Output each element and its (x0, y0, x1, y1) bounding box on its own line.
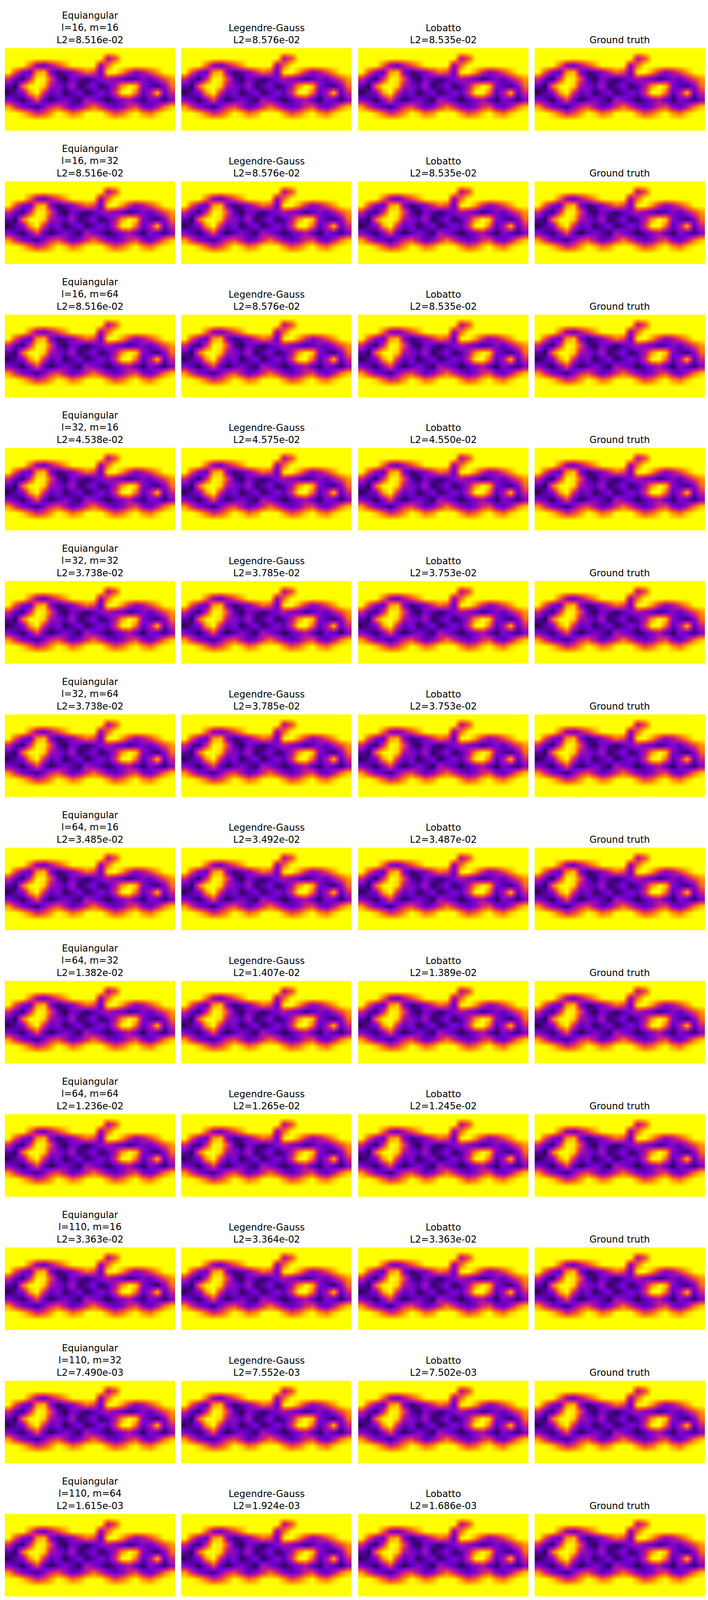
svg-text:LobattoL2=8.535e-02: LobattoL2=8.535e-02 (409, 155, 477, 179)
svg-text:Legendre-GaussL2=1.265e-02: Legendre-GaussL2=1.265e-02 (228, 1088, 305, 1112)
svg-text:LobattoL2=1.389e-02: LobattoL2=1.389e-02 (409, 955, 477, 979)
svg-text:Ground truth: Ground truth (589, 167, 651, 179)
svg-text:Equiangularl=64, m=16L2=3.485e: Equiangularl=64, m=16L2=3.485e-02 (56, 809, 124, 845)
svg-text:Ground truth: Ground truth (589, 1366, 651, 1378)
svg-text:Ground truth: Ground truth (589, 1500, 651, 1511)
svg-text:Legendre-GaussL2=1.407e-02: Legendre-GaussL2=1.407e-02 (228, 955, 305, 979)
svg-text:Equiangularl=110, m=16L2=3.363: Equiangularl=110, m=16L2=3.363e-02 (56, 1209, 124, 1245)
svg-text:Equiangularl=16, m=32L2=8.516e: Equiangularl=16, m=32L2=8.516e-02 (56, 143, 124, 179)
svg-text:LobattoL2=3.363e-02: LobattoL2=3.363e-02 (409, 1221, 477, 1245)
svg-text:Equiangularl=64, m=32L2=1.382e: Equiangularl=64, m=32L2=1.382e-02 (56, 942, 124, 979)
svg-text:Legendre-GaussL2=3.785e-02: Legendre-GaussL2=3.785e-02 (228, 688, 305, 712)
svg-text:Ground truth: Ground truth (589, 967, 651, 979)
svg-text:Equiangularl=16, m=16L2=8.516e: Equiangularl=16, m=16L2=8.516e-02 (56, 10, 124, 46)
svg-text:Ground truth: Ground truth (589, 434, 651, 446)
svg-text:Equiangularl=64, m=64L2=1.236e: Equiangularl=64, m=64L2=1.236e-02 (56, 1076, 124, 1112)
svg-text:Equiangularl=32, m=32L2=3.738e: Equiangularl=32, m=32L2=3.738e-02 (56, 543, 124, 579)
svg-text:LobattoL2=8.535e-02: LobattoL2=8.535e-02 (409, 22, 477, 46)
svg-text:Equiangularl=32, m=16L2=4.538e: Equiangularl=32, m=16L2=4.538e-02 (56, 409, 124, 446)
svg-text:Equiangularl=16, m=64L2=8.516e: Equiangularl=16, m=64L2=8.516e-02 (56, 276, 124, 312)
svg-text:Equiangularl=110, m=64L2=1.615: Equiangularl=110, m=64L2=1.615e-03 (56, 1475, 124, 1511)
svg-text:Legendre-GaussL2=4.575e-02: Legendre-GaussL2=4.575e-02 (228, 422, 305, 446)
svg-text:Equiangularl=110, m=32L2=7.490: Equiangularl=110, m=32L2=7.490e-03 (56, 1342, 124, 1378)
svg-text:Legendre-GaussL2=3.785e-02: Legendre-GaussL2=3.785e-02 (228, 555, 305, 579)
svg-text:Ground truth: Ground truth (589, 700, 651, 712)
svg-text:Legendre-GaussL2=1.924e-03: Legendre-GaussL2=1.924e-03 (228, 1488, 305, 1511)
svg-text:Ground truth: Ground truth (589, 301, 651, 312)
svg-text:LobattoL2=3.487e-02: LobattoL2=3.487e-02 (409, 822, 477, 845)
svg-text:Ground truth: Ground truth (589, 1233, 651, 1245)
svg-text:Ground truth: Ground truth (589, 1100, 651, 1112)
svg-text:Legendre-GaussL2=8.576e-02: Legendre-GaussL2=8.576e-02 (228, 289, 305, 312)
svg-text:LobattoL2=3.753e-02: LobattoL2=3.753e-02 (409, 688, 477, 712)
svg-text:LobattoL2=7.502e-03: LobattoL2=7.502e-03 (409, 1354, 477, 1378)
svg-text:LobattoL2=4.550e-02: LobattoL2=4.550e-02 (409, 422, 477, 446)
svg-text:Legendre-GaussL2=8.576e-02: Legendre-GaussL2=8.576e-02 (228, 155, 305, 179)
svg-text:LobattoL2=8.535e-02: LobattoL2=8.535e-02 (409, 289, 477, 312)
svg-text:Legendre-GaussL2=3.492e-02: Legendre-GaussL2=3.492e-02 (228, 822, 305, 845)
svg-text:LobattoL2=1.686e-03: LobattoL2=1.686e-03 (409, 1488, 477, 1511)
svg-text:Ground truth: Ground truth (589, 834, 651, 845)
svg-text:LobattoL2=3.753e-02: LobattoL2=3.753e-02 (409, 555, 477, 579)
svg-text:Equiangularl=32, m=64L2=3.738e: Equiangularl=32, m=64L2=3.738e-02 (56, 676, 124, 712)
svg-text:Legendre-GaussL2=7.552e-03: Legendre-GaussL2=7.552e-03 (228, 1354, 305, 1378)
svg-text:LobattoL2=1.245e-02: LobattoL2=1.245e-02 (409, 1088, 477, 1112)
svg-text:Ground truth: Ground truth (589, 567, 651, 579)
svg-text:Ground truth: Ground truth (589, 34, 651, 46)
svg-text:Legendre-GaussL2=8.576e-02: Legendre-GaussL2=8.576e-02 (228, 22, 305, 46)
svg-text:Legendre-GaussL2=3.364e-02: Legendre-GaussL2=3.364e-02 (228, 1221, 305, 1245)
